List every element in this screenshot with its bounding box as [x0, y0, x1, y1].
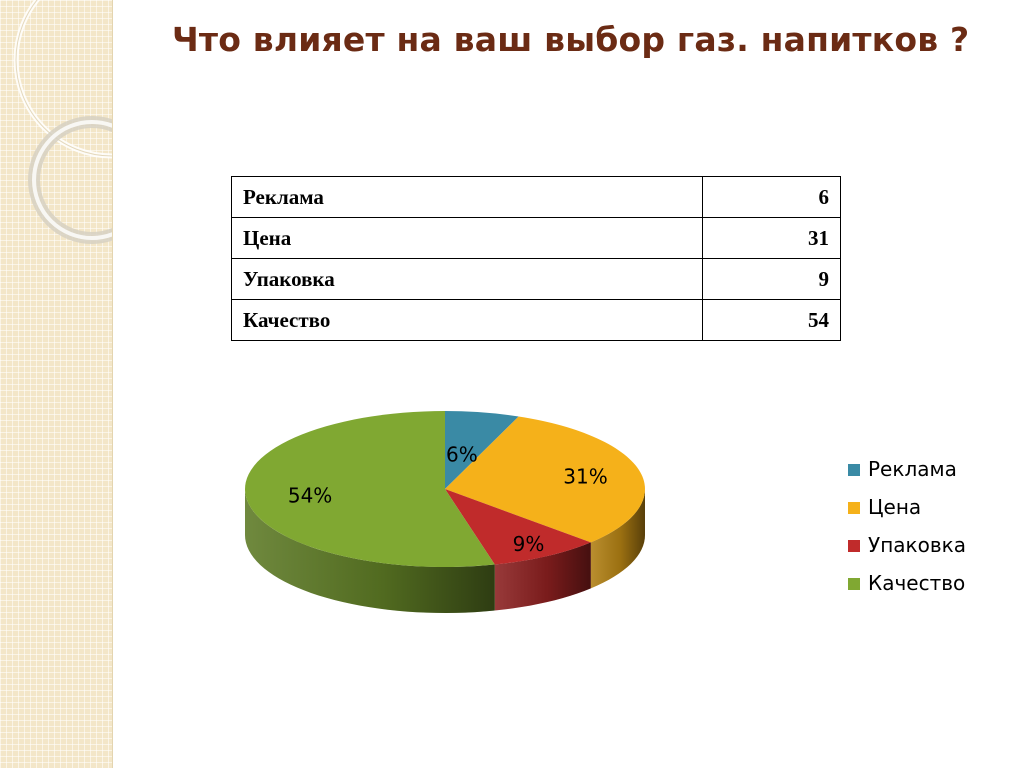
- table-row: Качество 54: [231, 299, 841, 341]
- pie-side-shade-2: [494, 542, 591, 611]
- decorative-side-panel: [0, 0, 113, 768]
- legend-label-2: Упаковка: [868, 533, 966, 557]
- table-cell-label: Качество: [231, 299, 703, 341]
- pie-slice-0: [445, 411, 519, 489]
- legend-swatch-2: [848, 540, 860, 552]
- pie-layer: 6% 31% 9% 54%: [245, 411, 645, 613]
- legend-label-1: Цена: [868, 495, 921, 519]
- table-row: Цена 31: [231, 217, 841, 259]
- data-label-3: 54%: [288, 484, 332, 508]
- table-cell-value: 54: [702, 299, 841, 341]
- data-label-2: 9%: [513, 532, 545, 556]
- legend-swatch-0: [848, 464, 860, 476]
- pie-slice-2: [445, 489, 591, 565]
- data-label-1: 31%: [563, 465, 607, 489]
- legend-label-0: Реклама: [868, 457, 957, 481]
- pie-slice-3: [245, 411, 495, 567]
- pie-side-shade-3: [245, 489, 495, 613]
- table-cell-label: Цена: [231, 217, 703, 259]
- data-label-0: 6%: [446, 443, 478, 467]
- pie-slice-1: [445, 416, 645, 543]
- table-row: Упаковка 9: [231, 258, 841, 300]
- pie-side-shade-1: [590, 489, 645, 589]
- chart-legend: Реклама Цена Упаковка Качество: [848, 457, 966, 595]
- legend-swatch-1: [848, 502, 860, 514]
- table-cell-value: 9: [702, 258, 841, 300]
- data-table: Реклама 6 Цена 31 Упаковка 9 Качество 54: [231, 176, 841, 341]
- slide-title: Что влияет на ваш выбор газ. напитков ?: [172, 20, 970, 59]
- decorative-rings: [13, 0, 112, 244]
- legend-label-3: Качество: [868, 571, 965, 595]
- legend-swatch-3: [848, 578, 860, 590]
